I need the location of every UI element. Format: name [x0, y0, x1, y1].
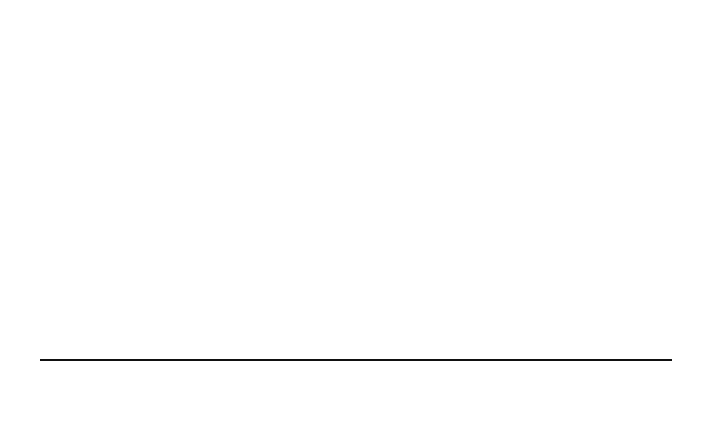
x-axis-baseline [40, 359, 672, 361]
government-coalition-band [40, 367, 672, 381]
plot-area [48, 14, 666, 360]
